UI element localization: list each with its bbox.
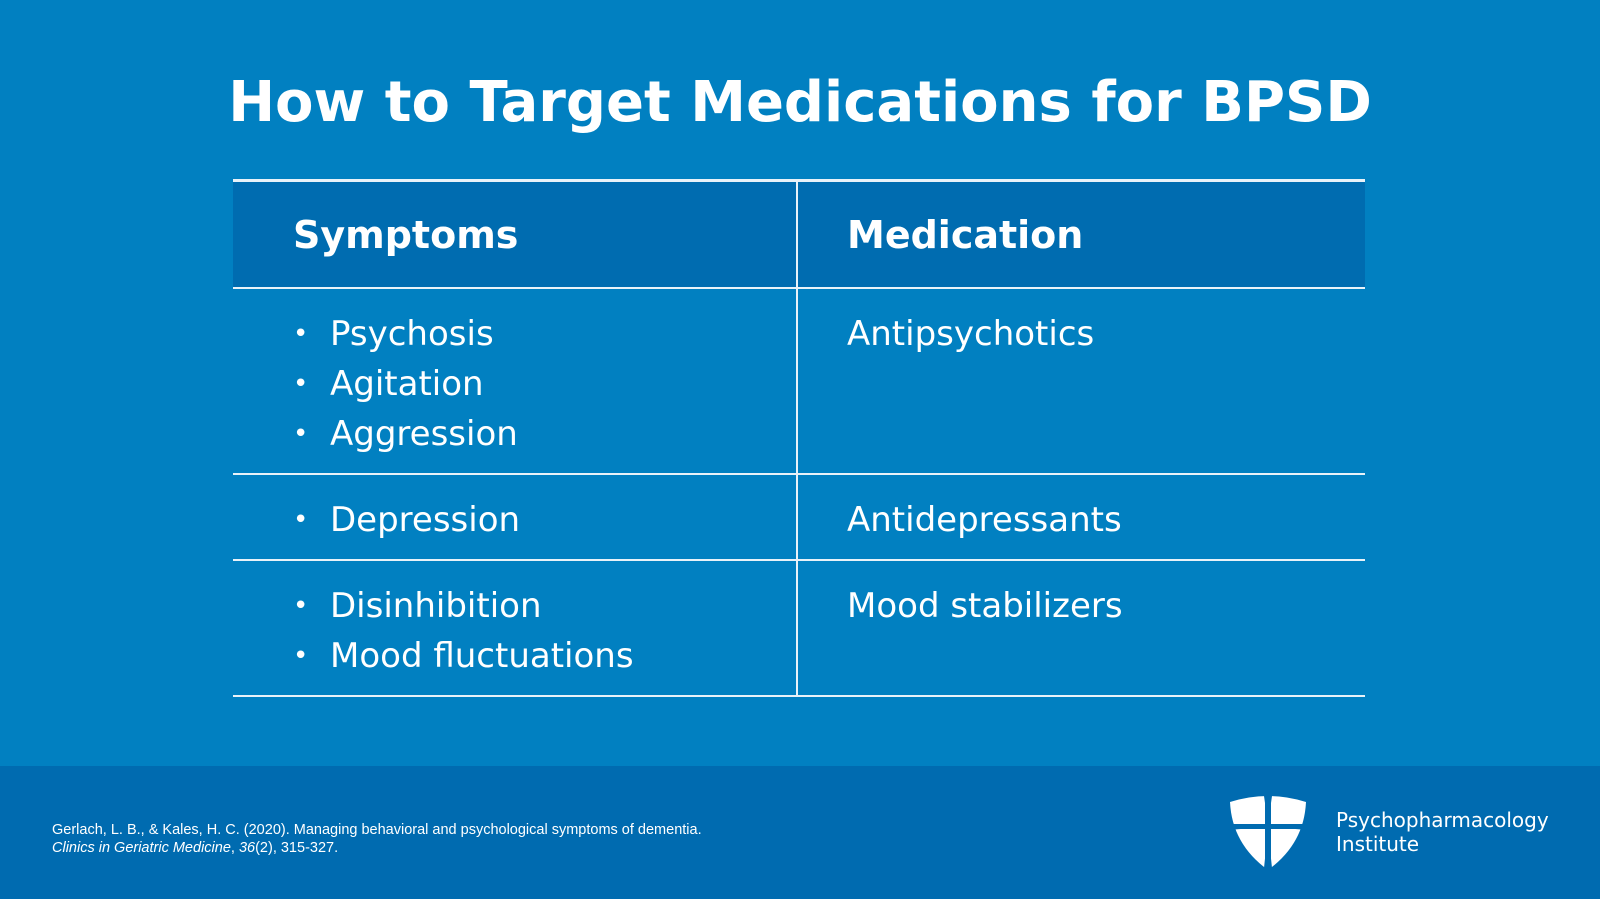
medication-label: Antipsychotics — [847, 314, 1095, 354]
symptom-label: Agitation — [330, 364, 484, 404]
footer: Gerlach, L. B., & Kales, H. C. (2020). M… — [0, 766, 1600, 899]
table-row: • Depression Antidepressants — [233, 475, 1365, 561]
symptom-label: Mood fluctuations — [330, 636, 634, 676]
bullet-icon: • — [293, 369, 309, 399]
symptom-label: Disinhibition — [330, 586, 542, 626]
symptoms-cell: • Psychosis • Agitation • Aggression — [233, 289, 798, 473]
bullet-icon: • — [293, 641, 309, 671]
symptom-item: • Depression — [293, 495, 796, 545]
brand-name: Psychopharmacology Institute — [1336, 808, 1549, 856]
medication-cell: Antidepressants — [798, 475, 1363, 559]
bullet-icon: • — [293, 419, 309, 449]
header-medication: Medication — [847, 212, 1084, 257]
symptoms-cell: • Depression — [233, 475, 798, 559]
bullet-icon: • — [293, 505, 309, 535]
symptom-item: • Psychosis — [293, 309, 796, 359]
citation-line1: Gerlach, L. B., & Kales, H. C. (2020). M… — [52, 822, 702, 838]
medication-label: Mood stabilizers — [847, 586, 1123, 626]
symptoms-cell: • Disinhibition • Mood fluctuations — [233, 561, 798, 695]
citation-pages: (2), 315-327. — [255, 840, 339, 856]
medication-cell: Antipsychotics — [798, 289, 1363, 473]
symptom-item: • Mood fluctuations — [293, 631, 796, 681]
symptom-label: Aggression — [330, 414, 518, 454]
header-symptoms: Symptoms — [233, 182, 798, 287]
table-row: • Psychosis • Agitation • Aggression Antipsych… — [233, 289, 1365, 475]
bullet-icon: • — [293, 591, 309, 621]
medication-label: Antidepressants — [847, 500, 1122, 540]
shield-cross-icon — [1228, 794, 1308, 870]
citation: Gerlach, L. B., & Kales, H. C. (2020). M… — [52, 821, 702, 857]
brand-line2: Institute — [1336, 832, 1420, 856]
brand-line1: Psychopharmacology — [1336, 808, 1549, 832]
symptom-item: • Agitation — [293, 359, 796, 409]
citation-journal: Clinics in Geriatric Medicine — [52, 840, 231, 856]
citation-volume: 36 — [238, 840, 256, 856]
medication-table: Symptoms Medication • Psychosis • Agitation… — [233, 179, 1365, 697]
symptom-item: • Aggression — [293, 409, 796, 459]
slide-title: How to Target Medications for BPSD — [228, 70, 1372, 135]
symptom-item: • Disinhibition — [293, 581, 796, 631]
symptom-label: Depression — [330, 500, 521, 540]
medication-cell: Mood stabilizers — [798, 561, 1363, 695]
table-row: • Disinhibition • Mood fluctuations Mood sta… — [233, 561, 1365, 697]
symptom-label: Psychosis — [330, 314, 494, 354]
citation-line2: Clinics in Geriatric Medicine, 36(2), 31… — [52, 840, 339, 856]
bullet-icon: • — [293, 319, 309, 349]
table-header: Symptoms Medication — [233, 179, 1365, 289]
